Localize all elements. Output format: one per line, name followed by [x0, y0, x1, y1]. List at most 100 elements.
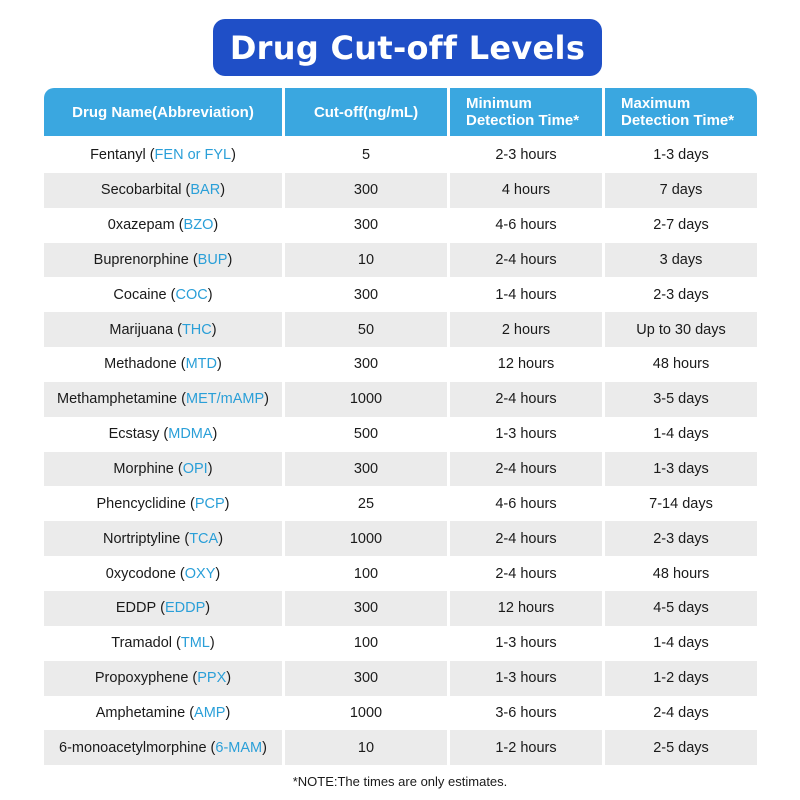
- drug-name-cell: 0xycodone (OXY): [44, 556, 282, 591]
- max-detection-cell: 7 days: [605, 172, 757, 208]
- max-detection-cell: 2-5 days: [605, 730, 757, 766]
- drug-name-cell: Secobarbital (BAR): [44, 172, 282, 208]
- min-detection-cell: 12 hours: [450, 347, 602, 382]
- min-detection-cell: 2-4 hours: [450, 556, 602, 591]
- drug-abbreviation: 6-MAM: [215, 739, 263, 756]
- drug-abbreviation: MDMA: [168, 426, 213, 443]
- drug-name: EDDP: [115, 600, 157, 617]
- drug-abbreviation: TCA: [189, 530, 219, 547]
- drug-name: Ecstasy: [108, 426, 160, 443]
- title-banner: Drug Cut-off Levels: [213, 19, 602, 76]
- max-detection-cell: 1-4 days: [605, 416, 757, 452]
- table-row: Secobarbital (BAR) 300 4 hours 7 days: [44, 172, 757, 208]
- drug-name-cell: Methadone (MTD): [44, 347, 282, 382]
- drug-name-cell: Cocaine (COC): [44, 277, 282, 313]
- column-header-drug-name: Drug Name(Abbreviation): [44, 88, 282, 136]
- max-detection-cell: 2-3 days: [605, 521, 757, 557]
- table-row: Propoxyphene (PPX) 300 1-3 hours 1-2 day…: [44, 660, 757, 696]
- table-row: 6-monoacetylmorphine (6-MAM) 10 1-2 hour…: [44, 730, 757, 766]
- drug-name-cell: Ecstasy (MDMA): [44, 416, 282, 452]
- drug-name: Tramadol: [111, 635, 172, 652]
- cutoff-cell: 1000: [285, 381, 447, 417]
- drug-name-cell: 6-monoacetylmorphine (6-MAM): [44, 730, 282, 766]
- table-row: Methamphetamine (MET/mAMP) 1000 2-4 hour…: [44, 381, 757, 417]
- drug-name-cell: Fentanyl (FEN or FYL): [44, 138, 282, 173]
- drug-name: 6-monoacetylmorphine: [59, 739, 207, 756]
- drug-abbreviation: COC: [175, 286, 208, 303]
- max-detection-cell: 3-5 days: [605, 381, 757, 417]
- cutoff-cell: 300: [285, 347, 447, 382]
- cutoff-cell: 500: [285, 416, 447, 452]
- drug-name-cell: Methamphetamine (MET/mAMP): [44, 381, 282, 417]
- min-detection-cell: 2-4 hours: [450, 521, 602, 557]
- drug-name: Secobarbital: [100, 182, 182, 199]
- drug-name: Buprenorphine: [93, 251, 189, 268]
- min-detection-cell: 2-4 hours: [450, 242, 602, 278]
- drug-name: Methadone: [104, 356, 177, 373]
- drug-abbreviation: BZO: [183, 217, 214, 234]
- cutoff-cell: 300: [285, 207, 447, 243]
- drug-name-cell: Phencyclidine (PCP): [44, 486, 282, 522]
- min-detection-cell: 2 hours: [450, 312, 602, 348]
- column-header-maximum-line2: Detection Time*: [621, 112, 735, 129]
- drug-abbreviation: BAR: [190, 182, 221, 199]
- max-detection-cell: 4-5 days: [605, 590, 757, 626]
- drug-name: Amphetamine: [95, 704, 186, 721]
- cutoff-cell: 100: [285, 625, 447, 661]
- drug-name: 0xycodone: [105, 565, 176, 582]
- cutoff-cell: 1000: [285, 521, 447, 557]
- column-header-cutoff: Cut-off(ng/mL): [285, 88, 447, 136]
- cutoff-cell: 10: [285, 730, 447, 766]
- table-row: Ecstasy (MDMA) 500 1-3 hours 1-4 days: [44, 416, 757, 452]
- column-header-cutoff-label: Cut-off(ng/mL): [313, 103, 419, 121]
- min-detection-cell: 4 hours: [450, 172, 602, 208]
- column-header-minimum-line1: Minimum: [466, 95, 532, 112]
- cutoff-cell: 25: [285, 486, 447, 522]
- min-detection-cell: 4-6 hours: [450, 207, 602, 243]
- drug-name-cell: Tramadol (TML): [44, 625, 282, 661]
- drug-abbreviation: MTD: [185, 356, 217, 373]
- drug-name-cell: 0xazepam (BZO): [44, 207, 282, 243]
- cutoff-cell: 50: [285, 312, 447, 348]
- table-row: Cocaine (COC) 300 1-4 hours 2-3 days: [44, 277, 757, 313]
- column-header-maximum-detection: Maximum Detection Time*: [605, 88, 757, 136]
- cutoff-cell: 300: [285, 451, 447, 487]
- table-row: Phencyclidine (PCP) 25 4-6 hours 7-14 da…: [44, 486, 757, 522]
- table-row: Marijuana (THC) 50 2 hours Up to 30 days: [44, 312, 757, 348]
- min-detection-cell: 4-6 hours: [450, 486, 602, 522]
- cutoff-cell: 1000: [285, 695, 447, 731]
- max-detection-cell: 48 hours: [605, 347, 757, 382]
- drug-name: Fentanyl: [90, 147, 146, 164]
- drug-name-cell: Amphetamine (AMP): [44, 695, 282, 731]
- drug-abbreviation: MET/mAMP: [185, 391, 265, 408]
- drug-name: Methamphetamine: [57, 391, 178, 408]
- max-detection-cell: 2-4 days: [605, 695, 757, 731]
- column-header-minimum-line2: Detection Time*: [466, 112, 580, 129]
- drug-abbreviation: AMP: [194, 704, 226, 721]
- table-row: 0xycodone (OXY) 100 2-4 hours 48 hours: [44, 556, 757, 591]
- min-detection-cell: 1-2 hours: [450, 730, 602, 766]
- table-row: Buprenorphine (BUP) 10 2-4 hours 3 days: [44, 242, 757, 278]
- max-detection-cell: Up to 30 days: [605, 312, 757, 348]
- max-detection-cell: 48 hours: [605, 556, 757, 591]
- max-detection-cell: 1-3 days: [605, 138, 757, 173]
- cutoff-cell: 5: [285, 138, 447, 173]
- cutoff-cell: 10: [285, 242, 447, 278]
- drug-abbreviation: THC: [181, 321, 212, 338]
- max-detection-cell: 2-3 days: [605, 277, 757, 313]
- max-detection-cell: 7-14 days: [605, 486, 757, 522]
- min-detection-cell: 12 hours: [450, 590, 602, 626]
- table-row: 0xazepam (BZO) 300 4-6 hours 2-7 days: [44, 207, 757, 243]
- max-detection-cell: 1-4 days: [605, 625, 757, 661]
- drug-name: Nortriptyline: [102, 530, 181, 547]
- max-detection-cell: 1-2 days: [605, 660, 757, 696]
- table-row: Tramadol (TML) 100 1-3 hours 1-4 days: [44, 625, 757, 661]
- min-detection-cell: 1-3 hours: [450, 416, 602, 452]
- table-row: EDDP (EDDP) 300 12 hours 4-5 days: [44, 590, 757, 626]
- drug-abbreviation: OXY: [184, 565, 216, 582]
- cutoff-cell: 100: [285, 556, 447, 591]
- drug-name-cell: EDDP (EDDP): [44, 590, 282, 626]
- min-detection-cell: 1-3 hours: [450, 625, 602, 661]
- drug-table-body: Fentanyl (FEN or FYL) 5 2-3 hours 1-3 da…: [44, 138, 757, 766]
- drug-abbreviation: OPI: [182, 461, 208, 478]
